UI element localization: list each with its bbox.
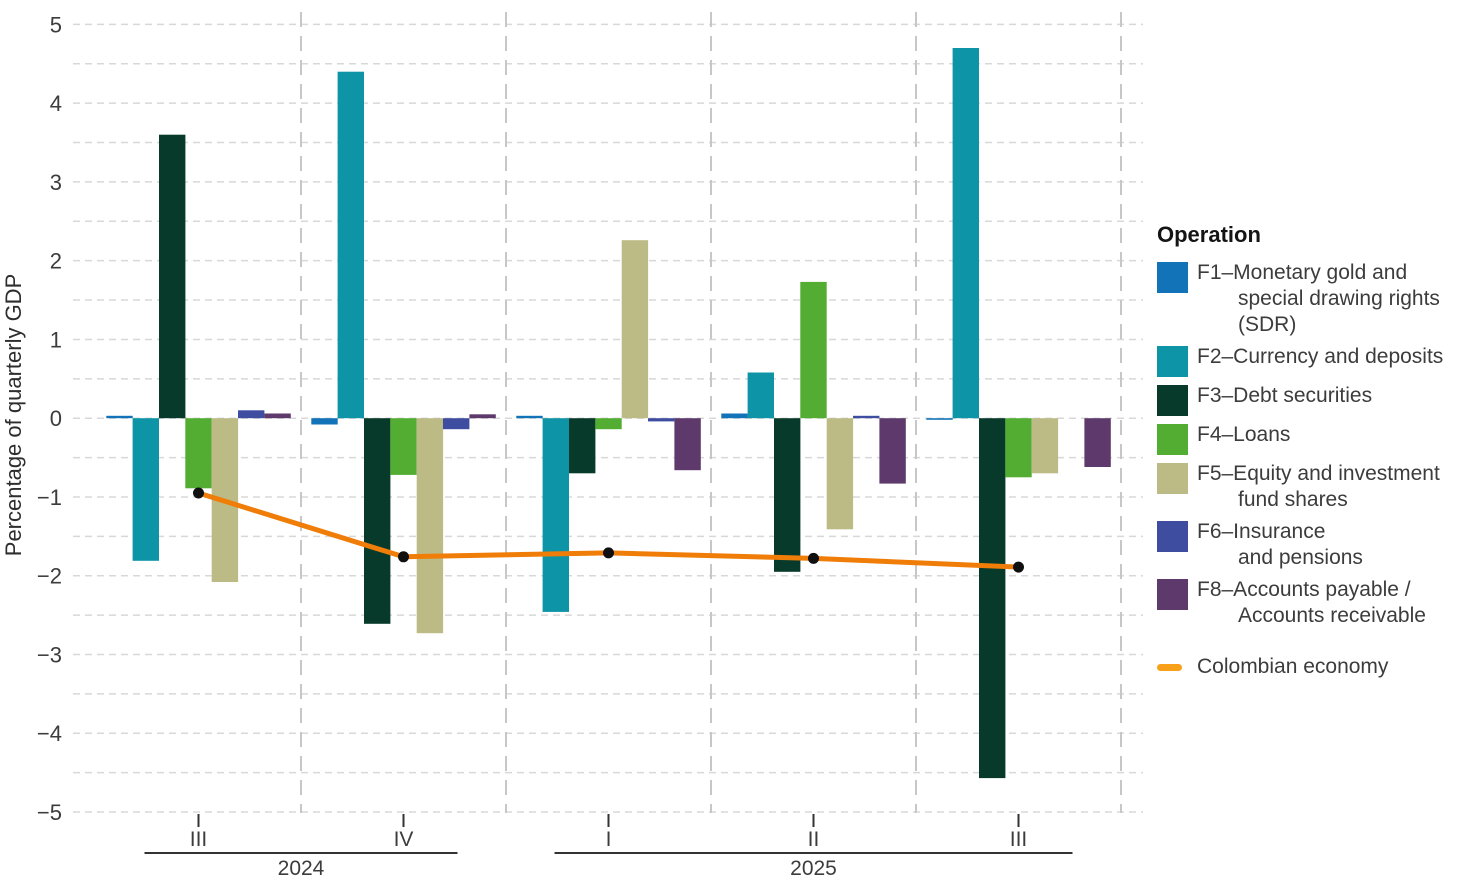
economy-point-0 bbox=[193, 487, 204, 499]
economy-point-4 bbox=[1013, 561, 1024, 573]
bar-F8-III0 bbox=[264, 413, 291, 419]
y-axis-title: Percentage of quarterly GDP bbox=[1, 274, 26, 556]
legend-swatch-F4-icon bbox=[1157, 424, 1188, 455]
legend-item-F1: F1–Monetary gold and special drawing righ… bbox=[1157, 260, 1479, 338]
legend-label-line: (SDR) bbox=[1238, 313, 1297, 336]
legend-swatch-F6-icon bbox=[1157, 521, 1188, 552]
legend-items: F1–Monetary gold and special drawing righ… bbox=[1157, 260, 1479, 629]
legend-label-F5: F5–Equity and investment fund shares bbox=[1197, 461, 1440, 513]
bar-F1-III0 bbox=[106, 415, 133, 419]
legend-item-F6: F6–Insurance and pensions bbox=[1157, 519, 1479, 571]
legend-label-line: special drawing rights bbox=[1238, 287, 1440, 310]
legend: Operation F1–Monetary gold and special dr… bbox=[1157, 222, 1479, 679]
bar-F8-I2 bbox=[674, 418, 701, 471]
y-tick-label: −3 bbox=[37, 643, 62, 668]
bar-F3-III4 bbox=[979, 418, 1006, 779]
bar-F1-I2 bbox=[516, 415, 543, 419]
y-tick-label: 5 bbox=[50, 12, 62, 37]
legend-swatch-F1-icon bbox=[1157, 262, 1188, 293]
y-tick-label: −5 bbox=[37, 800, 62, 825]
bar-F1-II3 bbox=[721, 413, 748, 419]
bar-F1-III4 bbox=[926, 418, 953, 420]
bar-F2-II3 bbox=[747, 372, 774, 419]
legend-label-line: F3–Debt securities bbox=[1197, 384, 1373, 407]
legend-item-F3: F3–Debt securities bbox=[1157, 383, 1479, 416]
legend-label-line: F2–Currency and deposits bbox=[1197, 345, 1444, 368]
y-tick-label: 4 bbox=[50, 91, 62, 116]
bar-F4-III0 bbox=[185, 418, 212, 489]
y-tick-label: 1 bbox=[50, 327, 62, 352]
bar-F5-I2 bbox=[621, 240, 649, 419]
bar-F4-II3 bbox=[800, 281, 827, 419]
legend-label-line: F4–Loans bbox=[1197, 423, 1291, 446]
bar-F5-IV1 bbox=[416, 418, 444, 634]
legend-label-line: F6–Insurance bbox=[1197, 520, 1326, 543]
y-tick-label: 0 bbox=[50, 406, 62, 431]
legend-label-F2: F2–Currency and deposits bbox=[1197, 344, 1443, 370]
x-quarter-label: I bbox=[606, 828, 612, 851]
legend-swatch-F2-icon bbox=[1157, 346, 1188, 377]
bar-F2-I2 bbox=[542, 418, 569, 612]
legend-label-line: fund shares bbox=[1238, 488, 1348, 511]
bar-F6-I2 bbox=[648, 418, 675, 422]
legend-label-F1: F1–Monetary gold and special drawing righ… bbox=[1197, 260, 1440, 338]
bar-F3-I2 bbox=[569, 418, 596, 474]
legend-label-F3: F3–Debt securities bbox=[1197, 383, 1372, 409]
bar-F4-I2 bbox=[595, 418, 622, 430]
bar-F5-III4 bbox=[1031, 418, 1059, 474]
legend-item-F8: F8–Accounts payable / Accounts receivable bbox=[1157, 577, 1479, 629]
bar-F4-IV1 bbox=[390, 418, 417, 475]
legend-title: Operation bbox=[1157, 222, 1261, 247]
legend-label-line: F1–Monetary gold and bbox=[1197, 261, 1408, 284]
y-tick-label: −4 bbox=[37, 721, 62, 746]
legend-label-line: F5–Equity and investment bbox=[1197, 462, 1440, 485]
economy-point-1 bbox=[398, 551, 409, 563]
bar-F6-IV1 bbox=[443, 418, 470, 430]
y-tick-label: −2 bbox=[37, 564, 62, 589]
legend-swatch-F5-icon bbox=[1157, 463, 1188, 494]
bar-F2-III0 bbox=[132, 418, 159, 561]
legend-swatch-F3-icon bbox=[1157, 385, 1188, 416]
y-tick-label: 3 bbox=[50, 170, 62, 195]
y-tick-label: 2 bbox=[50, 249, 62, 274]
bar-F8-IV1 bbox=[469, 414, 496, 419]
x-quarter-label: II bbox=[808, 828, 820, 851]
bar-F5-II3 bbox=[826, 418, 854, 530]
legend-item-line: Colombian economy bbox=[1157, 655, 1479, 679]
legend-item-F2: F2–Currency and deposits bbox=[1157, 344, 1479, 377]
legend-item-F4: F4–Loans bbox=[1157, 422, 1479, 455]
year-label: 2025 bbox=[790, 857, 837, 880]
bar-F3-II3 bbox=[774, 418, 801, 572]
bar-F3-III0 bbox=[159, 134, 186, 419]
bar-F2-IV1 bbox=[337, 71, 364, 419]
bar-F1-IV1 bbox=[311, 418, 338, 425]
economy-point-2 bbox=[603, 547, 614, 559]
bar-F8-III4 bbox=[1084, 418, 1111, 467]
legend-swatch-F8-icon bbox=[1157, 579, 1188, 610]
legend-label-F4: F4–Loans bbox=[1197, 422, 1290, 448]
bar-F8-II3 bbox=[879, 418, 906, 484]
bar-F6-III0 bbox=[238, 410, 265, 419]
legend-label-F8: F8–Accounts payable / Accounts receivable bbox=[1197, 577, 1426, 629]
legend-line-label: Colombian economy bbox=[1197, 655, 1389, 678]
x-quarter-label: IV bbox=[394, 828, 414, 851]
year-label: 2024 bbox=[278, 857, 325, 880]
bar-F3-IV1 bbox=[364, 418, 391, 624]
economy-point-3 bbox=[808, 552, 819, 564]
y-tick-label: −1 bbox=[37, 485, 62, 510]
bar-F2-III4 bbox=[952, 48, 979, 419]
legend-label-line: Accounts receivable bbox=[1238, 604, 1426, 627]
legend-label-line: F8–Accounts payable / bbox=[1197, 578, 1411, 601]
line-swatch-icon bbox=[1157, 663, 1182, 671]
x-quarter-label: III bbox=[190, 828, 208, 851]
legend-label-F6: F6–Insurance and pensions bbox=[1197, 519, 1363, 571]
bar-F4-III4 bbox=[1005, 418, 1032, 478]
legend-item-F5: F5–Equity and investment fund shares bbox=[1157, 461, 1479, 513]
legend-label-line: and pensions bbox=[1238, 546, 1363, 569]
bar-F6-II3 bbox=[853, 415, 880, 419]
x-quarter-label: III bbox=[1010, 828, 1028, 851]
